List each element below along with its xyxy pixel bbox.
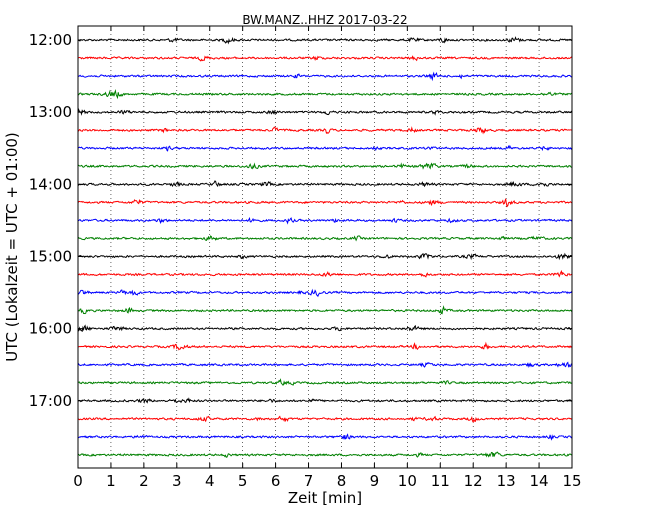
y-tick-label: 15:00 <box>29 247 72 265</box>
grid-lines <box>110 26 540 468</box>
seismic-trace <box>77 235 573 242</box>
y-tick-label: 17:00 <box>29 392 72 410</box>
seismic-trace <box>77 144 573 152</box>
x-tick-label: 12 <box>464 472 483 490</box>
y-axis: 12:00 13:00 14:00 15:00 16:00 17:00 <box>29 31 572 410</box>
plot-frame <box>77 25 573 469</box>
seismic-trace <box>77 324 573 333</box>
x-tick-label: 8 <box>337 472 347 490</box>
seismic-trace <box>77 108 573 116</box>
seismic-trace <box>77 198 573 208</box>
x-tick-label: 15 <box>562 472 581 490</box>
x-tick-label: 3 <box>172 472 182 490</box>
x-tick-label: 6 <box>271 472 281 490</box>
seismic-trace <box>77 397 573 404</box>
x-tick-label: 0 <box>73 472 83 490</box>
seismic-trace <box>77 36 573 45</box>
y-tick-label: 13:00 <box>29 103 72 121</box>
y-tick-label: 12:00 <box>29 31 72 49</box>
x-tick-label: 14 <box>530 472 549 490</box>
seismic-trace <box>77 288 573 298</box>
seismic-trace <box>77 88 573 100</box>
seismic-trace <box>77 305 573 315</box>
seismic-trace <box>77 269 573 278</box>
x-tick-label: 7 <box>304 472 314 490</box>
x-tick-label: 5 <box>238 472 248 490</box>
x-axis-label: Zeit [min] <box>288 489 362 507</box>
seismic-trace <box>77 341 573 351</box>
x-tick-label: 11 <box>431 472 450 490</box>
x-tick-label: 4 <box>205 472 215 490</box>
seismic-trace <box>77 71 573 82</box>
x-tick-label: 9 <box>370 472 380 490</box>
x-tick-label: 1 <box>106 472 116 490</box>
seismic-trace <box>77 433 573 441</box>
y-tick-label: 16:00 <box>29 320 72 338</box>
trace-group <box>77 36 573 458</box>
seismic-trace <box>77 415 573 424</box>
seismic-trace <box>77 378 573 386</box>
seismic-trace <box>77 162 573 170</box>
x-tick-label: 10 <box>398 472 417 490</box>
y-axis-label: UTC (Lokalzeit = UTC + 01:00) <box>3 132 21 362</box>
seismic-trace <box>77 180 573 188</box>
x-tick-label: 2 <box>139 472 149 490</box>
chart-title: BW.MANZ..HHZ 2017-03-22 <box>242 13 407 27</box>
seismic-trace <box>77 216 573 225</box>
seismic-trace <box>77 55 573 62</box>
seismic-trace <box>77 252 573 261</box>
seismic-trace <box>77 126 573 135</box>
seismic-trace <box>77 451 573 458</box>
seismic-trace <box>77 361 573 368</box>
y-tick-label: 14:00 <box>29 175 72 193</box>
x-tick-label: 13 <box>497 472 516 490</box>
x-axis: 0 1 2 3 4 5 6 7 8 9 10 11 12 13 14 15 <box>73 26 582 490</box>
